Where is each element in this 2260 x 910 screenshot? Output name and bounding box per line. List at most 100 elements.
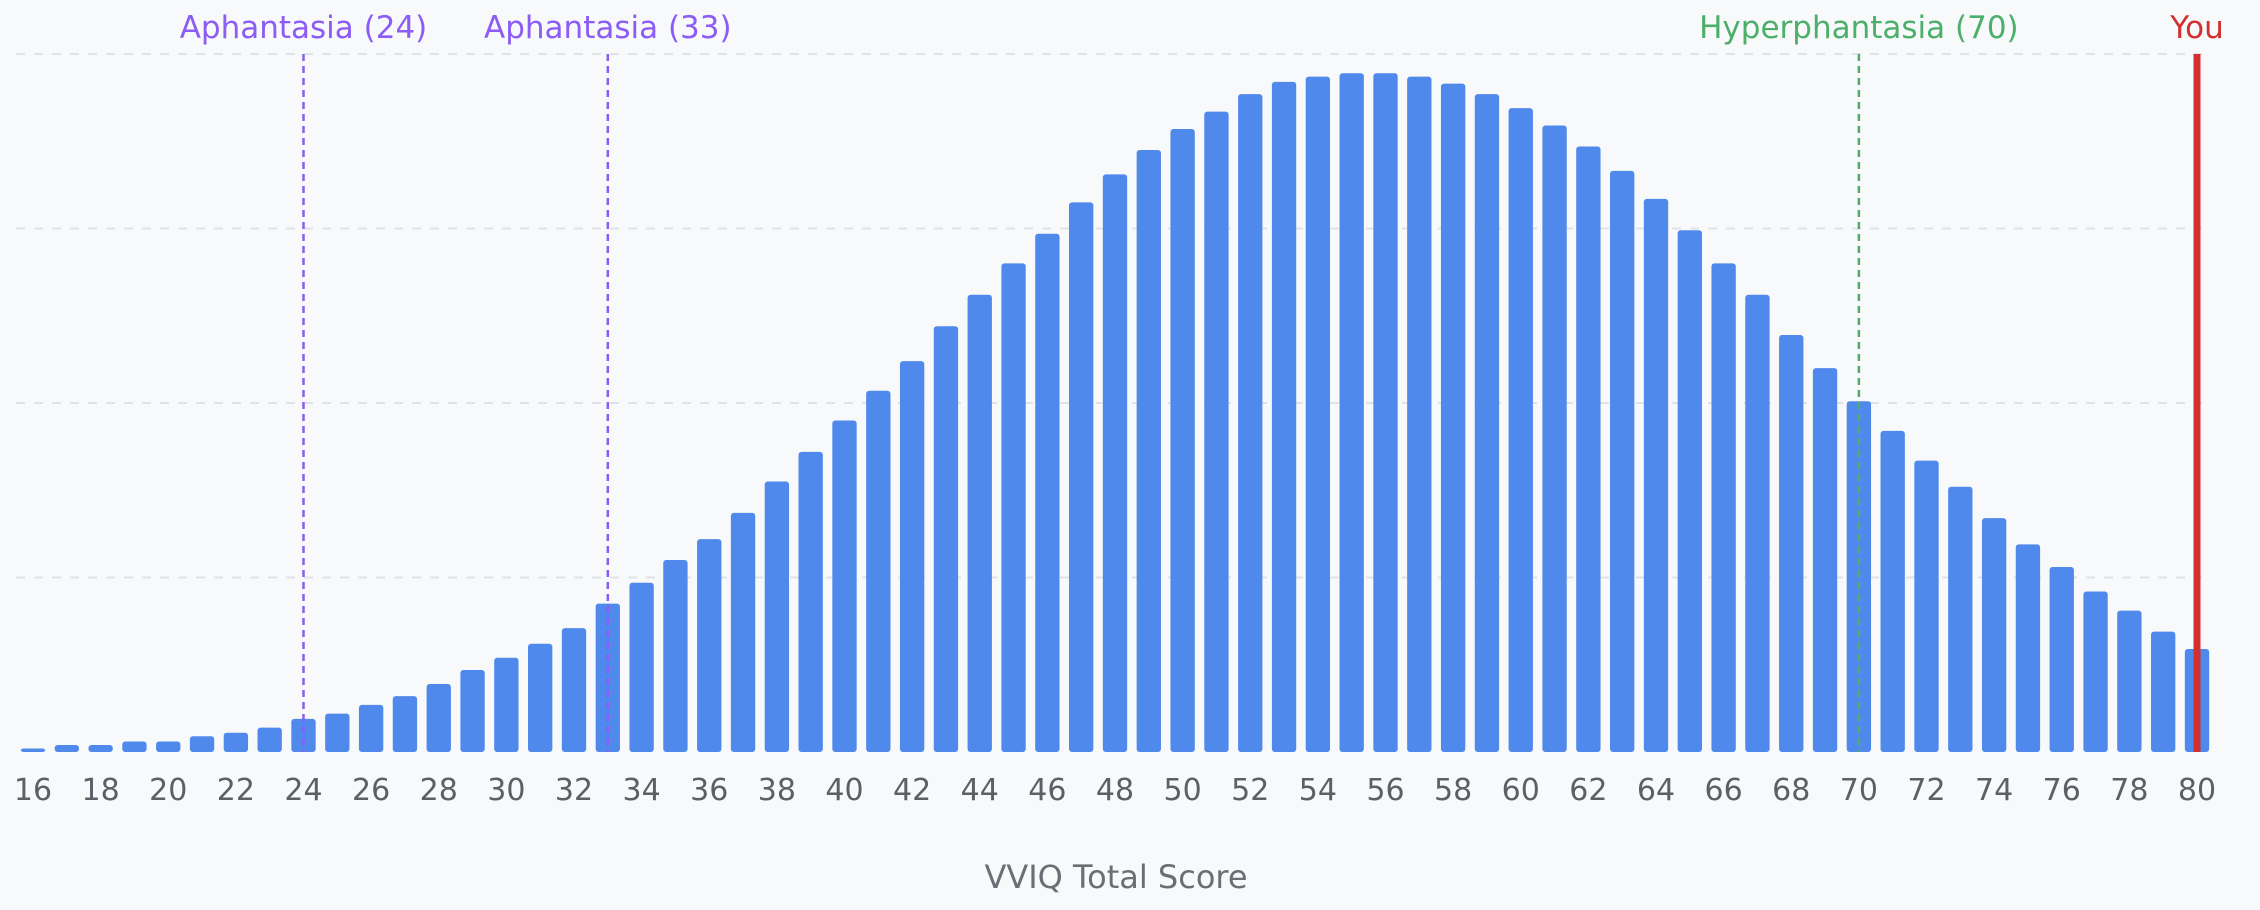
bar-39[interactable] xyxy=(798,451,823,752)
x-tick-44: 44 xyxy=(961,773,999,808)
x-tick-38: 38 xyxy=(758,773,796,808)
bar-37[interactable] xyxy=(730,512,756,752)
ref-label-you: You xyxy=(2169,10,2223,46)
x-tick-60: 60 xyxy=(1502,773,1540,808)
bar-45[interactable] xyxy=(1001,263,1026,752)
bar-33[interactable] xyxy=(595,603,620,752)
bar-48[interactable] xyxy=(1102,174,1128,752)
bar-65[interactable] xyxy=(1677,230,1702,752)
bar-35[interactable] xyxy=(663,560,688,752)
x-tick-26: 26 xyxy=(352,773,390,808)
bar-79[interactable] xyxy=(2151,631,2176,752)
bar-49[interactable] xyxy=(1136,149,1161,753)
x-tick-66: 66 xyxy=(1705,773,1743,808)
bar-58[interactable] xyxy=(1440,83,1466,752)
x-tick-64: 64 xyxy=(1637,773,1675,808)
bars-layer xyxy=(20,73,2210,753)
bar-36[interactable] xyxy=(697,539,722,752)
bar-64[interactable] xyxy=(1643,198,1669,753)
bar-16[interactable] xyxy=(20,748,46,752)
ref-label-aphantasia-24: Aphantasia (24) xyxy=(180,10,428,46)
bar-51[interactable] xyxy=(1204,111,1229,753)
x-tick-58: 58 xyxy=(1434,773,1472,808)
x-tick-20: 20 xyxy=(149,773,187,808)
x-tick-62: 62 xyxy=(1569,773,1607,808)
bar-20[interactable] xyxy=(156,741,181,752)
bar-62[interactable] xyxy=(1576,146,1601,753)
bar-25[interactable] xyxy=(325,713,350,752)
bar-17[interactable] xyxy=(54,745,79,752)
bar-53[interactable] xyxy=(1271,81,1297,753)
x-tick-70: 70 xyxy=(1840,773,1878,808)
x-tick-56: 56 xyxy=(1366,773,1404,808)
bar-38[interactable] xyxy=(764,481,790,752)
bar-59[interactable] xyxy=(1474,94,1500,752)
bar-56[interactable] xyxy=(1373,73,1398,752)
bar-34[interactable] xyxy=(629,582,654,752)
x-tick-72: 72 xyxy=(1907,773,1945,808)
x-tick-16: 16 xyxy=(14,773,52,808)
bar-68[interactable] xyxy=(1779,334,1804,752)
x-tick-68: 68 xyxy=(1772,773,1810,808)
x-tick-42: 42 xyxy=(893,773,931,808)
bar-30[interactable] xyxy=(494,657,519,752)
bar-18[interactable] xyxy=(88,745,113,752)
x-tick-76: 76 xyxy=(2043,773,2081,808)
bar-52[interactable] xyxy=(1238,94,1263,752)
bar-43[interactable] xyxy=(933,326,959,752)
bar-27[interactable] xyxy=(392,696,418,752)
x-tick-labels: 16 18 20 22 24 26 28 30 32 34 36 38 40 42 44 46 48 50 52 54… xyxy=(14,773,2216,808)
bar-31[interactable] xyxy=(528,643,553,752)
x-tick-46: 46 xyxy=(1028,773,1066,808)
bar-55[interactable] xyxy=(1339,73,1364,752)
bar-24[interactable] xyxy=(291,718,316,752)
grid-layer xyxy=(16,53,2202,579)
bar-42[interactable] xyxy=(899,361,925,752)
bar-54[interactable] xyxy=(1305,76,1331,753)
bar-67[interactable] xyxy=(1745,294,1770,752)
bar-57[interactable] xyxy=(1407,76,1432,753)
ref-label-aphantasia-33: Aphantasia (33) xyxy=(484,10,732,46)
bar-75[interactable] xyxy=(2015,544,2041,752)
bar-40[interactable] xyxy=(832,420,857,752)
bar-74[interactable] xyxy=(1981,518,2007,752)
x-tick-50: 50 xyxy=(1164,773,1202,808)
x-tick-48: 48 xyxy=(1096,773,1134,808)
bar-76[interactable] xyxy=(2049,567,2074,752)
reference-lines-layer: Aphantasia (24) Aphantasia (33) Hyperphant… xyxy=(180,10,2224,752)
bar-73[interactable] xyxy=(1948,486,1973,752)
x-tick-28: 28 xyxy=(420,773,458,808)
bar-78[interactable] xyxy=(2117,610,2142,752)
bar-66[interactable] xyxy=(1711,263,1736,752)
x-tick-40: 40 xyxy=(825,773,863,808)
bar-28[interactable] xyxy=(426,683,451,752)
bar-60[interactable] xyxy=(1508,108,1533,753)
bar-22[interactable] xyxy=(223,732,249,752)
x-tick-78: 78 xyxy=(2110,773,2148,808)
bar-72[interactable] xyxy=(1914,460,1939,752)
x-tick-34: 34 xyxy=(623,773,661,808)
x-tick-24: 24 xyxy=(284,773,322,808)
bar-21[interactable] xyxy=(189,736,215,752)
bar-41[interactable] xyxy=(866,390,891,752)
bar-50[interactable] xyxy=(1170,129,1195,753)
x-tick-30: 30 xyxy=(487,773,525,808)
bar-61[interactable] xyxy=(1542,125,1567,753)
x-tick-80: 80 xyxy=(2178,773,2216,808)
bar-23[interactable] xyxy=(257,727,282,752)
bar-69[interactable] xyxy=(1812,368,1838,752)
bar-77[interactable] xyxy=(2083,591,2108,752)
bar-29[interactable] xyxy=(460,669,485,752)
ref-label-hyperphantasia-70: Hyperphantasia (70) xyxy=(1699,10,2019,46)
bar-26[interactable] xyxy=(358,704,384,752)
bar-46[interactable] xyxy=(1035,233,1060,753)
bar-19[interactable] xyxy=(122,741,147,752)
bar-71[interactable] xyxy=(1880,430,1905,752)
bar-47[interactable] xyxy=(1069,202,1094,752)
bar-32[interactable] xyxy=(561,628,587,752)
x-tick-52: 52 xyxy=(1231,773,1269,808)
bar-63[interactable] xyxy=(1610,170,1635,752)
bar-44[interactable] xyxy=(967,294,992,752)
